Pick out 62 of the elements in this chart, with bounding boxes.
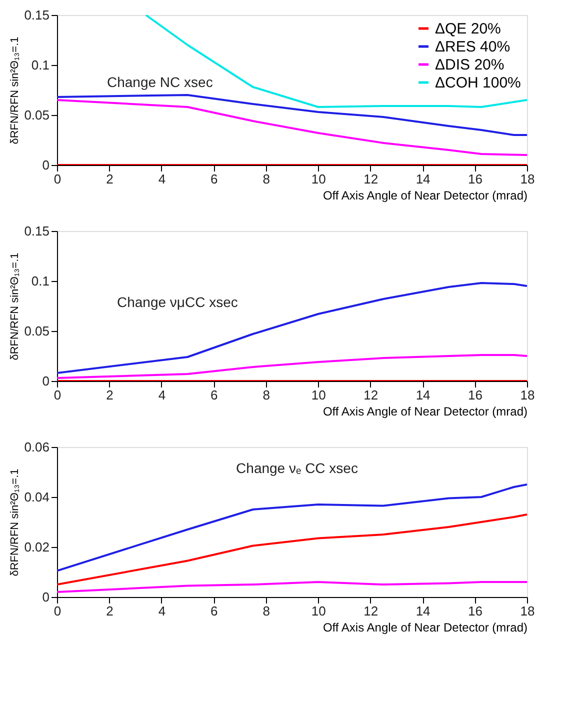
x-tick-label: 16 [468, 604, 483, 618]
x-tick-label: 10 [311, 172, 326, 186]
x-axis-title: Off Axis Angle of Near Detector (mrad) [322, 404, 528, 418]
x-tick-label: 12 [364, 172, 378, 186]
line-series [57, 484, 527, 572]
x-tick-label: 8 [262, 388, 270, 402]
x-axis-title: Off Axis Angle of Near Detector (mrad) [322, 620, 528, 634]
y-axis-title: δRFN/RFN sin²Θ₁₃=.1 [9, 252, 22, 360]
legend-label: ΔDIS 20% [435, 56, 504, 74]
x-axis-title: Off Axis Angle of Near Detector (mrad) [322, 188, 528, 202]
annotation: Change νₑ CC xsec [236, 460, 358, 476]
y-tick-label: 0 [42, 590, 50, 604]
x-tick-label: 0 [54, 604, 62, 618]
x-tick-label: 10 [311, 388, 326, 402]
x-tick-label: 6 [210, 388, 218, 402]
y-tick-label: 0 [42, 374, 50, 388]
x-tick-label: 18 [520, 604, 535, 618]
x-tick-label: 2 [106, 172, 114, 186]
legend-label: ΔCOH 100% [435, 74, 521, 92]
x-tick-label: 12 [364, 388, 378, 402]
y-tick-label: 0.1 [31, 58, 50, 72]
x-tick-label: 6 [210, 172, 218, 186]
x-tick-label: 6 [210, 604, 218, 618]
x-tick-label: 0 [54, 172, 62, 186]
legend-label: ΔRES 40% [435, 38, 510, 56]
y-tick-label: 0.06 [24, 440, 50, 454]
y-tick-label: 0.05 [24, 324, 50, 338]
y-tick-label: 0.15 [24, 224, 50, 238]
x-tick-label: 18 [520, 172, 535, 186]
x-tick-label: 2 [106, 388, 114, 402]
annotation: Change νμCC xsec [117, 294, 238, 310]
line-series [57, 514, 527, 586]
y-tick-label: 0.15 [24, 8, 50, 22]
x-tick-label: 18 [520, 388, 535, 402]
x-tick-label: 14 [416, 388, 430, 402]
line-series [57, 354, 527, 379]
y-tick-label: 0.02 [24, 540, 50, 554]
x-tick-label: 8 [262, 172, 270, 186]
x-tick-label: 0 [54, 388, 62, 402]
line-series [57, 94, 527, 136]
x-tick-label: 12 [364, 604, 378, 618]
legend-label: ΔQE 20% [435, 20, 501, 38]
x-tick-label: 16 [468, 388, 483, 402]
line-series [57, 581, 527, 593]
line-series [57, 282, 527, 374]
x-tick-label: 14 [416, 604, 430, 618]
x-tick-label: 10 [311, 604, 326, 618]
x-tick-label: 4 [158, 172, 166, 186]
y-axis-title: δRFN/RFN sin²Θ₁₃=.1 [9, 36, 22, 144]
x-tick-label: 2 [106, 604, 114, 618]
x-tick-label: 4 [158, 388, 166, 402]
y-axis-title: δRFN/RFN sin²Θ₁₃=.1 [9, 468, 22, 576]
line-series [57, 99, 527, 156]
y-tick-label: 0.04 [24, 490, 50, 504]
annotation: Change NC xsec [107, 74, 213, 90]
x-tick-label: 8 [262, 604, 270, 618]
x-tick-label: 4 [158, 604, 166, 618]
x-tick-label: 14 [416, 172, 430, 186]
y-tick-label: 0.05 [24, 108, 50, 122]
y-tick-label: 0.1 [31, 274, 50, 288]
y-tick-label: 0 [42, 158, 50, 172]
x-tick-label: 16 [468, 172, 483, 186]
